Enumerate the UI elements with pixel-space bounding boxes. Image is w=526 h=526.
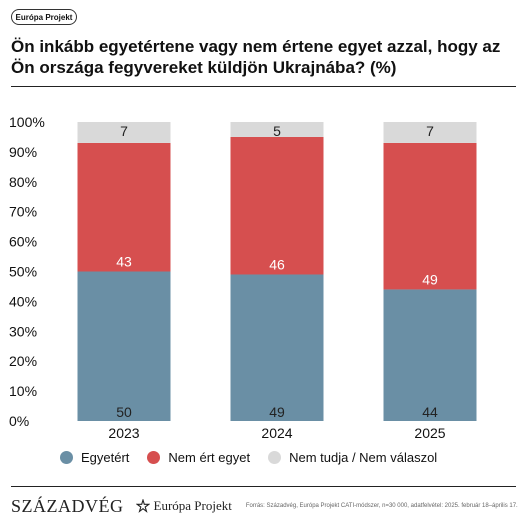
legend-item-disagree: Nem ért egyet [147, 450, 250, 465]
europa-projekt-label: Európa Projekt [153, 498, 232, 513]
y-tick-label: 90% [9, 144, 37, 160]
y-tick-label: 50% [9, 264, 37, 280]
bar-segment-1 [230, 136, 324, 275]
szazadveg-logo: SZÁZADVÉG [11, 495, 124, 516]
y-tick-label: 40% [9, 293, 37, 309]
top-divider [11, 86, 516, 87]
y-tick-label: 10% [9, 383, 37, 399]
y-tick-label: 20% [9, 353, 37, 369]
legend-swatch-disagree [147, 451, 161, 464]
data-label: 44 [422, 404, 438, 420]
data-label: 43 [116, 254, 132, 270]
legend-swatch-dontknow [268, 451, 282, 464]
data-label: 5 [273, 123, 281, 139]
bar-segment-2 [77, 122, 171, 143]
legend-label-disagree: Nem ért egyet [168, 450, 251, 465]
legend-label-agree: Egyetért [81, 450, 130, 465]
data-label: 49 [422, 271, 438, 287]
y-tick-label: 80% [9, 174, 37, 190]
star-icon [135, 499, 150, 513]
x-tick-label: 2025 [414, 425, 445, 441]
chart-title: Ön inkább egyetértene vagy nem értene eg… [11, 37, 501, 77]
footer: SZÁZADVÉG Európa Projekt Forrás: Századv… [11, 494, 521, 518]
y-tick-label: 0% [9, 413, 29, 429]
legend-item-dontknow: Nem tudja / Nem válaszol [268, 450, 437, 465]
y-tick-label: 60% [9, 234, 37, 250]
source-badge: Európa Projekt [11, 9, 77, 25]
y-tick-label: 100% [9, 114, 45, 130]
data-label: 7 [120, 123, 128, 139]
legend-swatch-agree [60, 451, 73, 464]
bar-segment-2 [230, 122, 324, 137]
source-note: Forrás: Századvég, Európa Projekt CATI-m… [245, 503, 518, 509]
bar-segment-2 [383, 122, 477, 143]
data-label: 7 [426, 123, 434, 139]
y-tick-label: 70% [9, 204, 37, 220]
stacked-bar-chart: 0% 10% 20% 30% 40% 50% 60% 70% 80% 90% 100% 50 43 7 20… [9, 114, 477, 441]
x-tick-label: 2024 [261, 425, 292, 441]
europa-projekt-logo: Európa Projekt [135, 498, 232, 514]
legend-item-agree: Egyetért [60, 450, 129, 465]
legend-label-dontknow: Nem tudja / Nem válaszol [289, 450, 438, 465]
bar-segment-1 [383, 142, 477, 290]
legend: Egyetért Nem ért egyet Nem tudja / Nem v… [60, 450, 455, 465]
bottom-divider [11, 486, 516, 487]
data-label: 46 [269, 256, 285, 272]
y-tick-label: 30% [9, 323, 37, 339]
bar-segment-0 [383, 289, 477, 421]
bar-segment-1 [77, 142, 171, 272]
data-label: 49 [269, 404, 285, 420]
bar-segment-0 [230, 274, 324, 421]
data-label: 50 [116, 404, 132, 420]
x-tick-label: 2023 [108, 425, 139, 441]
bar-segment-0 [77, 271, 171, 421]
